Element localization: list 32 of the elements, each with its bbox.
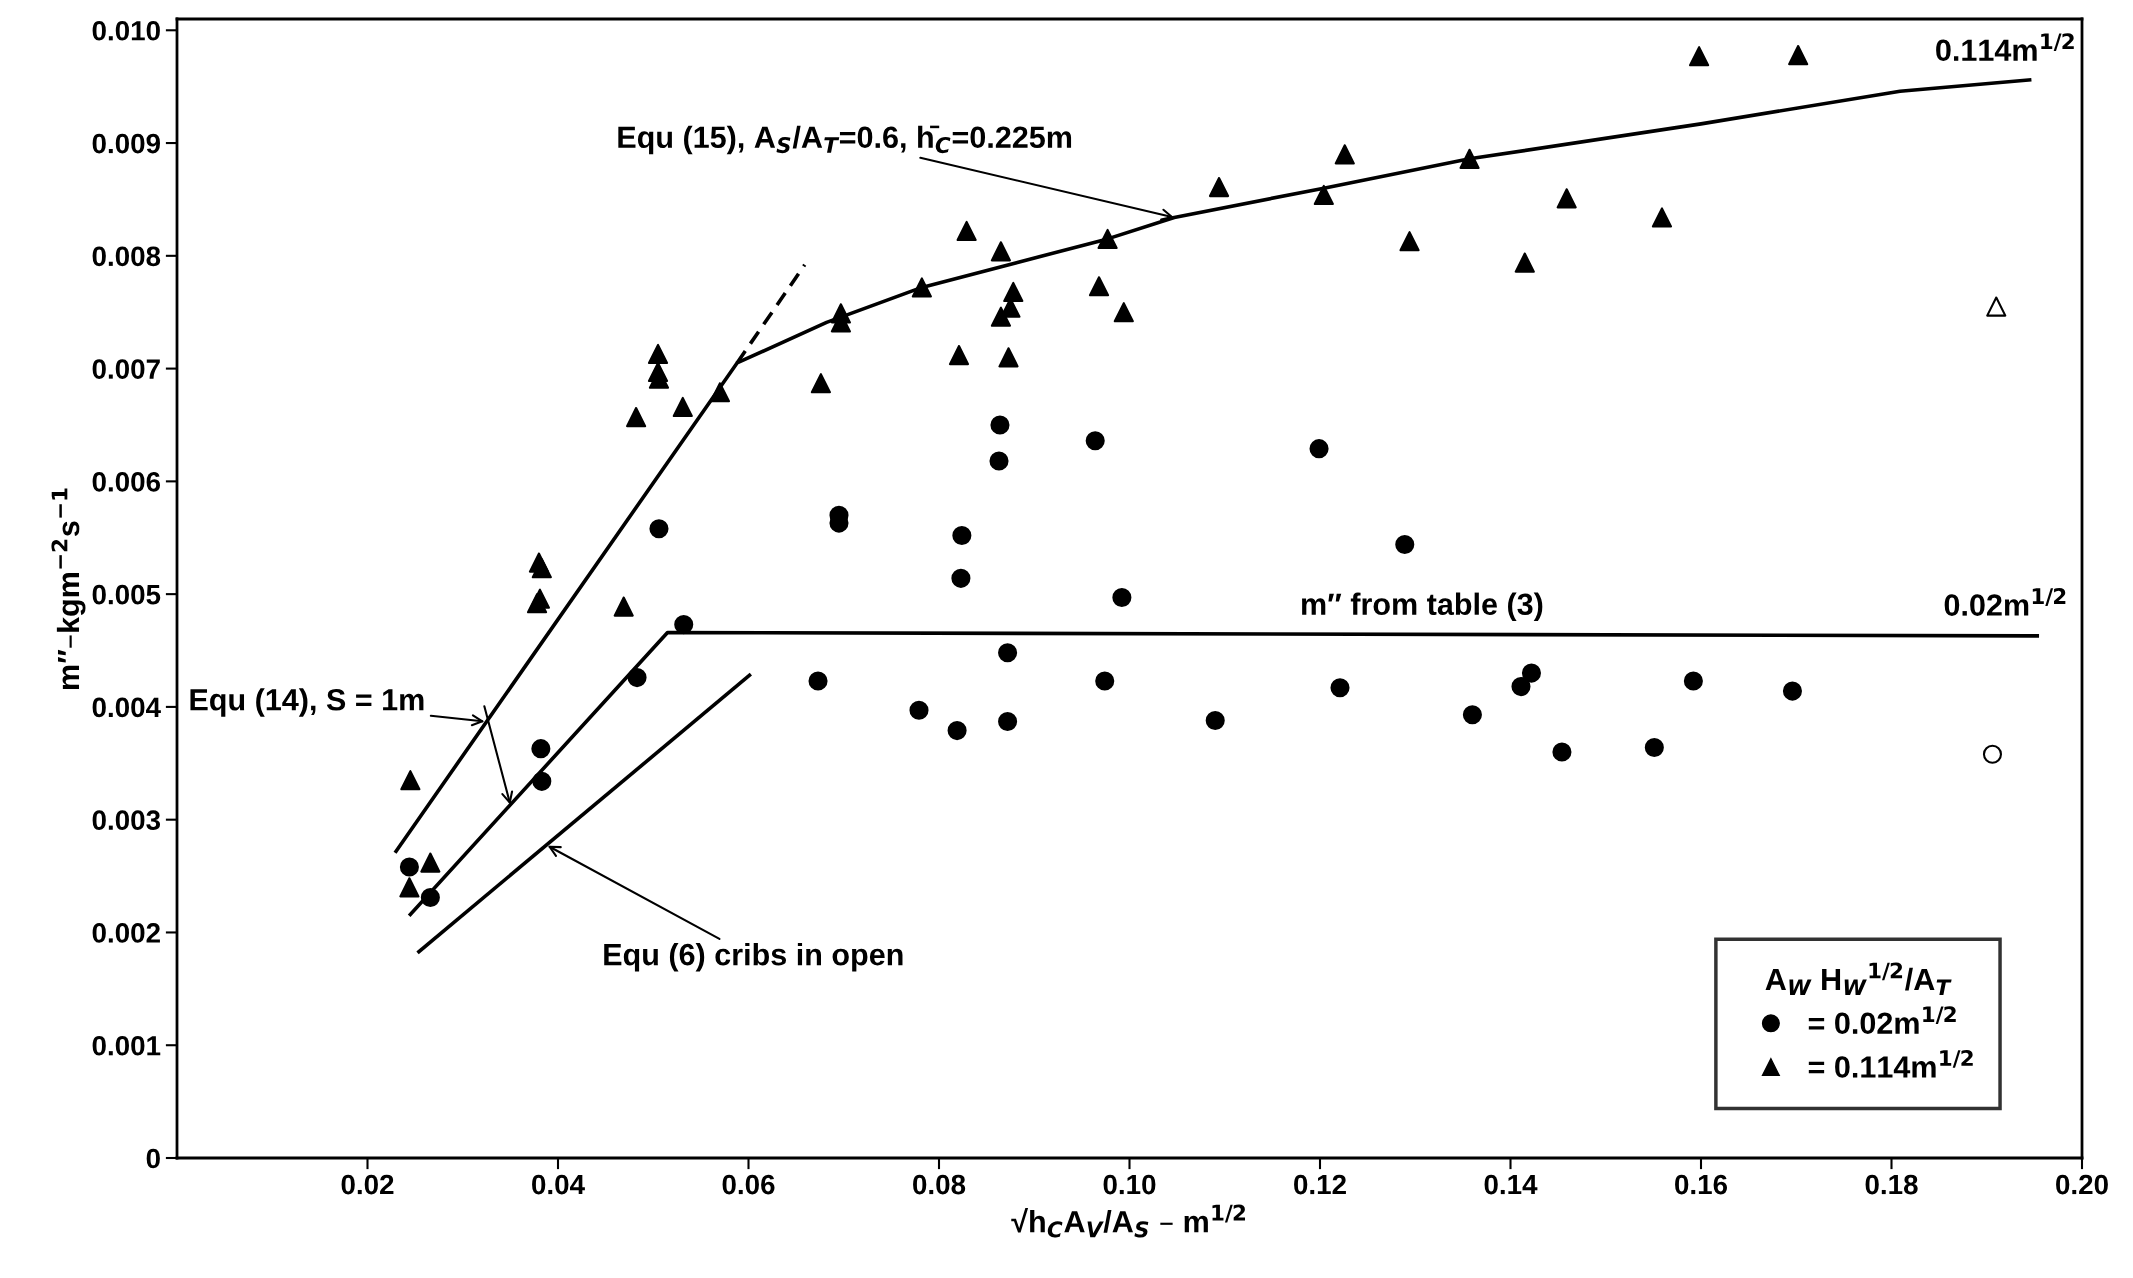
y-tick-label: 0.004 [92, 697, 161, 718]
y-tick-label: 0.007 [92, 359, 160, 379]
y-tick-label: 0.001 [92, 1035, 161, 1056]
x-tick-label: 0.16 [1675, 1174, 1728, 1195]
annotation: Equ (15), A$_{S}$/A$_{T}$=0.6, h̄$_{C}$=0.225m [618, 125, 1072, 155]
y-tick-label: 0.005 [92, 584, 161, 605]
x-tick-label: 0.10 [1103, 1174, 1156, 1195]
x-axis-title: √h$_{C}$A$_{V}$/A$_{S}$ – m$^{1/2}$ [1011, 1204, 1246, 1238]
legend-title: A$_{W}$ H$_{W}$$^{1/2}$/A$_{T}$ [1765, 962, 1952, 996]
x-tick-label: 0.04 [532, 1174, 585, 1195]
legend-label: = 0.114m$^{1/2}$ [1808, 1049, 1973, 1078]
annotation: m″ from table (3) [1302, 592, 1543, 622]
annotation: Equ (6) cribs in open [604, 943, 903, 972]
legend-label: = 0.02m$^{1/2}$ [1808, 1006, 1956, 1035]
x-tick-label: 0.02 [341, 1174, 394, 1195]
x-tick-label: 0.14 [1484, 1174, 1538, 1195]
x-tick-label: 0.08 [913, 1174, 966, 1195]
annotation: 0.114m$^{1/2}$ [1936, 33, 2074, 62]
annotation: 0.02m$^{1/2}$ [1944, 588, 2066, 616]
y-axis-title: m″–kgm$^{−2}$s$^{−1}$ [51, 488, 86, 689]
x-tick-label: 0.20 [2056, 1174, 2108, 1195]
x-tick-label: 0.18 [1865, 1174, 1918, 1195]
y-tick-label: 0.009 [92, 133, 160, 154]
x-tick-label: 0.12 [1294, 1174, 1346, 1195]
y-tick-label: 0 [146, 1148, 160, 1169]
y-tick-label: 0.002 [92, 923, 160, 943]
annotation: Equ (14), S = 1m [190, 688, 424, 717]
y-tick-label: 0.008 [92, 246, 161, 267]
y-tick-label: 0.006 [92, 472, 161, 492]
y-tick-label: 0.010 [92, 20, 160, 41]
y-tick-label: 0.003 [92, 810, 161, 831]
x-tick-label: 0.06 [722, 1174, 775, 1195]
